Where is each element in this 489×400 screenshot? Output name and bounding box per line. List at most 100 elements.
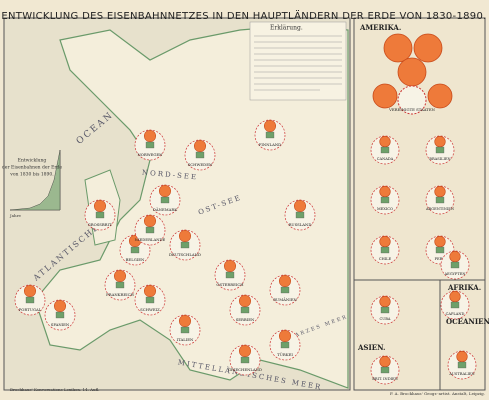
flag xyxy=(380,306,390,314)
flag xyxy=(180,241,190,249)
flag xyxy=(145,226,155,234)
country-label: SPANIEN xyxy=(51,322,70,327)
country-label: AUSTRALIEN xyxy=(448,372,474,376)
rail-circle xyxy=(159,185,172,198)
rail-circle xyxy=(379,185,391,198)
rail-circle xyxy=(194,140,207,153)
rail-circle xyxy=(434,185,446,198)
inset-title: von 1830 bis 1890. xyxy=(9,172,54,178)
region-label: AMERIKA. xyxy=(359,23,401,32)
legend-fine-print xyxy=(254,35,342,91)
flag xyxy=(55,311,65,319)
flag xyxy=(145,141,155,149)
flag xyxy=(457,361,467,369)
flag xyxy=(435,196,445,204)
country-label: TÜRKEI xyxy=(277,352,293,357)
rail-circle xyxy=(379,235,391,248)
inset-title: Entwicklung xyxy=(18,158,47,164)
rail-circle xyxy=(94,200,107,213)
flag xyxy=(240,306,250,314)
country-label: DEUTSCHLAND xyxy=(169,252,201,257)
country-label: PERU xyxy=(435,257,446,261)
inset-axis-label: Jahre xyxy=(9,213,21,218)
region-label: AFRIKA. xyxy=(447,283,481,292)
rail-circle xyxy=(434,135,446,148)
rail-circle xyxy=(449,290,461,303)
country-label: FINNLAND xyxy=(259,142,281,147)
flag xyxy=(160,196,170,204)
rail-circle xyxy=(379,355,391,368)
country-label: DÄNEMARK xyxy=(153,207,177,212)
flag xyxy=(435,146,445,154)
flag xyxy=(435,246,445,254)
flag xyxy=(295,211,305,219)
rail-circle xyxy=(23,284,36,297)
country-label: RUSSLAND xyxy=(289,222,312,227)
flag xyxy=(225,271,235,279)
rail-circle xyxy=(179,230,192,243)
flag xyxy=(450,261,460,269)
country-label: SCHWEIZ xyxy=(140,307,160,312)
country-label: FRANKREICH xyxy=(106,292,134,297)
country-label: VEREINIGTE STAATEN xyxy=(388,107,436,112)
country-label: CANADA xyxy=(377,157,394,161)
footer-left: Brockhaus' Konversations-Lexikon. 14. Au… xyxy=(10,387,100,392)
inset-chart xyxy=(9,149,61,211)
rail-circle xyxy=(144,130,157,143)
country-label: NORWEGEN xyxy=(137,152,163,157)
country-label: AEGYPTEN xyxy=(444,272,466,276)
country-label: NIEDERLANDE xyxy=(135,237,166,242)
country-label: BRASILIEN xyxy=(429,157,450,161)
rail-circle xyxy=(263,120,276,133)
flag xyxy=(240,356,250,364)
flag xyxy=(195,151,205,159)
rail-circle xyxy=(239,294,252,307)
rail-circle xyxy=(114,269,127,282)
rail-circle xyxy=(397,57,427,87)
flag xyxy=(145,296,155,304)
flag xyxy=(280,341,290,349)
rail-circle xyxy=(144,215,157,228)
rail-circle xyxy=(434,235,446,248)
rail-circle xyxy=(449,250,461,263)
inset-title: der Eisenbahnen der Erde xyxy=(2,165,63,171)
rail-circle xyxy=(53,299,66,312)
flag xyxy=(450,301,460,309)
flag xyxy=(380,366,390,374)
country-label: ITALIEN xyxy=(177,337,194,342)
rail-circle xyxy=(372,83,398,109)
footer-right: F. A. Brockhaus' Geogr.-artist. Anstalt,… xyxy=(390,391,485,396)
rail-circle xyxy=(239,344,252,357)
rail-circle xyxy=(144,284,157,297)
title: ENTWICKLUNG DES EISENBAHNNETZES IN DEN H… xyxy=(1,9,486,22)
rail-circle xyxy=(224,259,237,272)
country-label: ÖSTERREICH xyxy=(216,282,244,287)
rail-circle xyxy=(278,329,291,342)
country-label: BELGIEN xyxy=(126,257,145,262)
rail-circle xyxy=(383,33,413,63)
country-label: PORTUGAL xyxy=(19,307,42,312)
rail-circle xyxy=(379,295,391,308)
flag xyxy=(25,296,35,304)
rail-circle xyxy=(379,135,391,148)
country-label: CAPLAND xyxy=(446,312,465,316)
flag xyxy=(180,326,190,334)
flag xyxy=(95,211,105,219)
rail-circle xyxy=(427,83,453,109)
country-disc xyxy=(397,85,427,115)
country-label: SERBIEN xyxy=(236,317,255,322)
flag xyxy=(115,281,125,289)
country-label: MEXICO xyxy=(377,207,393,211)
country-label: BRIT. INDIEN xyxy=(372,377,398,381)
country-label: GROSSBRIT. xyxy=(88,222,112,227)
rail-circle xyxy=(278,274,291,287)
rail-circle xyxy=(179,314,192,327)
flag xyxy=(380,196,390,204)
rail-circle xyxy=(456,350,468,363)
flag xyxy=(380,146,390,154)
region-label: OCEANIEN. xyxy=(446,317,489,326)
region-label: ASIEN. xyxy=(357,343,385,352)
country-label: GRIECHENLAND xyxy=(228,367,262,372)
rail-circle xyxy=(413,33,443,63)
